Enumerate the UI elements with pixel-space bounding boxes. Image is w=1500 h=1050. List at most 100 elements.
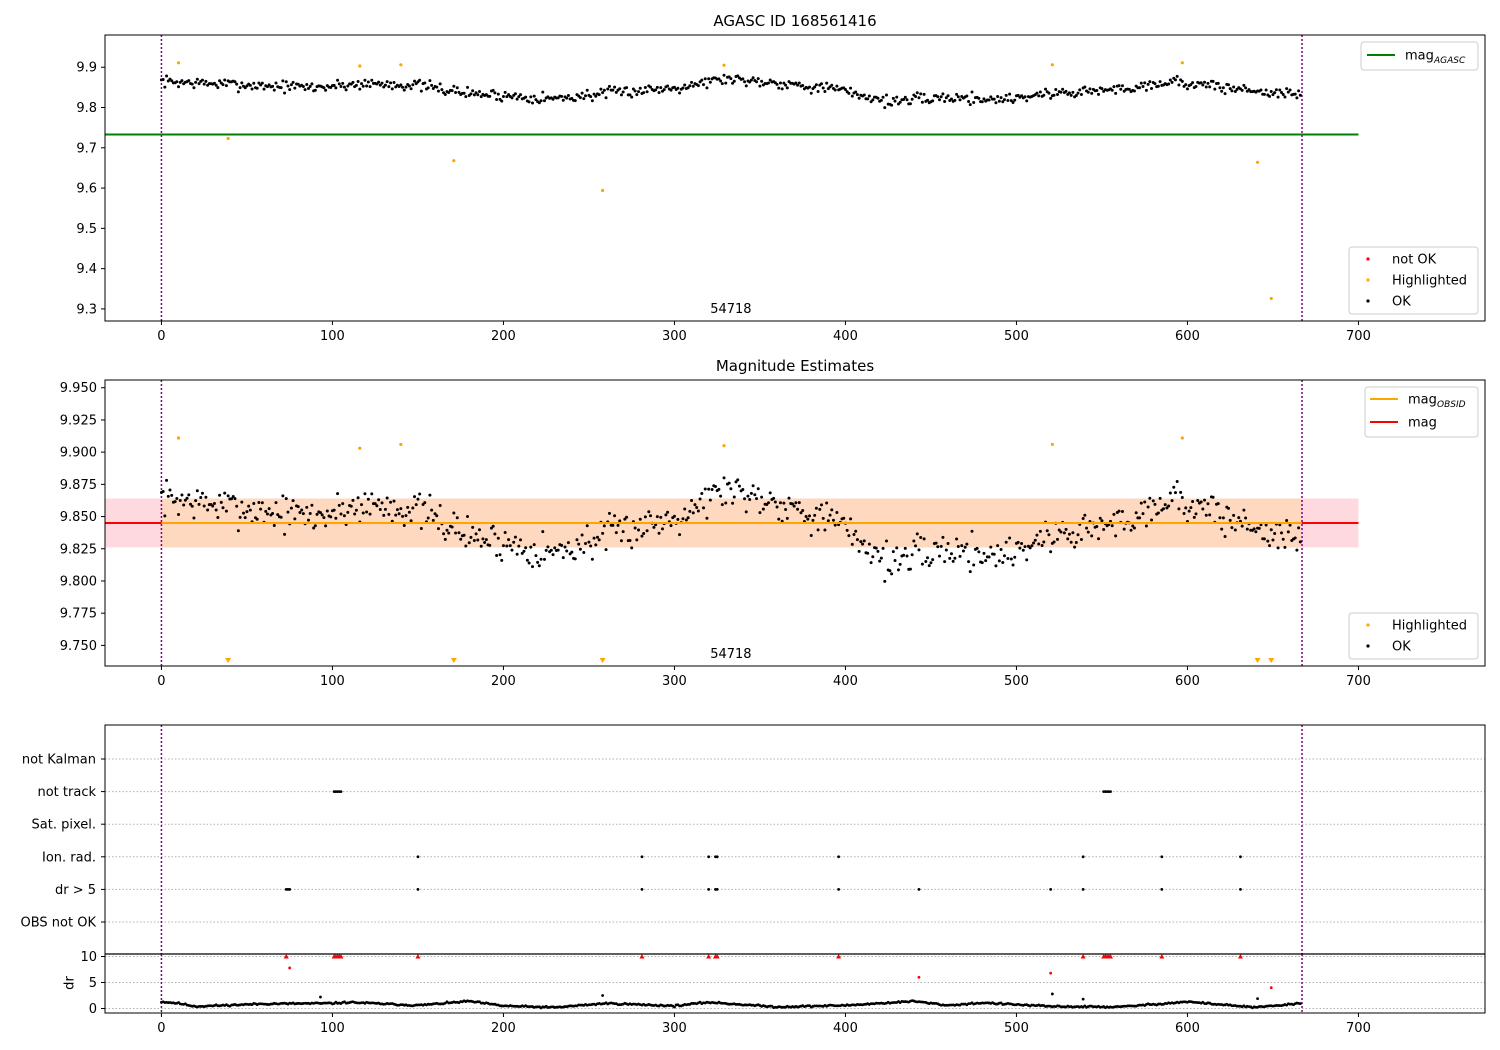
ok-point (920, 100, 924, 104)
ok-point (997, 559, 1001, 563)
ok-point (392, 81, 396, 85)
ok-point (161, 490, 165, 494)
flag-point (1081, 855, 1085, 859)
ok-point (1206, 502, 1210, 506)
ok-point (729, 77, 733, 81)
ok-point (178, 498, 182, 502)
ok-point (430, 508, 434, 512)
ok-point (1274, 88, 1278, 92)
ok-point (1170, 80, 1174, 84)
ok-point (946, 94, 950, 98)
ok-point (1278, 88, 1282, 92)
ok-point (939, 95, 943, 99)
ok-point (337, 503, 341, 507)
flag-point (640, 888, 644, 891)
ok-point (672, 514, 676, 518)
ok-point (1148, 80, 1152, 84)
ok-point (301, 512, 305, 516)
ok-point (582, 550, 586, 554)
ok-point (920, 562, 924, 566)
ok-point (1203, 80, 1207, 84)
ok-point (339, 512, 343, 516)
ok-point (250, 87, 254, 91)
ok-point (409, 87, 413, 91)
legend-label: mag (1405, 49, 1434, 64)
ok-point (708, 80, 712, 84)
ok-point (1172, 485, 1176, 489)
ok-point (223, 491, 227, 495)
ok-point (1233, 528, 1237, 532)
dr-red-point (288, 966, 292, 970)
ok-point (941, 535, 945, 539)
ok-point (613, 514, 617, 518)
ok-point (259, 507, 263, 511)
ok-point (1175, 480, 1179, 484)
ok-point (659, 515, 663, 519)
ok-point (219, 500, 223, 504)
ok-point (324, 88, 328, 92)
ok-point (377, 498, 381, 502)
x-tick-label: 0 (157, 329, 165, 344)
ok-point (849, 517, 853, 521)
ok-point (736, 74, 740, 78)
plot-area (105, 35, 1485, 321)
ok-point (1244, 516, 1248, 520)
ok-point (200, 78, 204, 82)
ok-point (312, 526, 316, 530)
ok-point (893, 558, 897, 562)
ok-point (368, 512, 372, 516)
dr-red-point (917, 975, 921, 979)
ok-point (857, 549, 861, 553)
ok-point (820, 503, 824, 507)
ok-point (189, 502, 193, 506)
ok-point (163, 514, 167, 518)
ok-point (917, 548, 921, 552)
ok-point (192, 516, 196, 520)
ok-point (845, 528, 849, 532)
ok-point (883, 106, 887, 110)
ok-point (308, 512, 312, 516)
ok-point (705, 516, 709, 520)
ok-point (274, 501, 278, 505)
ok-point (719, 79, 723, 83)
ok-point (1242, 83, 1246, 87)
ok-point (688, 84, 692, 88)
ok-point (507, 538, 511, 542)
ok-point (457, 90, 461, 94)
ok-point (1138, 86, 1142, 90)
ok-point (431, 518, 435, 522)
ok-point (994, 564, 998, 568)
ok-point (322, 86, 326, 90)
ok-point (980, 100, 984, 104)
ok-point (587, 540, 591, 544)
ok-point (1199, 81, 1203, 85)
ok-point (426, 516, 430, 520)
ok-point (212, 81, 216, 85)
ok-point (556, 548, 560, 552)
ok-point (180, 493, 184, 497)
ok-point (454, 531, 458, 535)
ok-point (616, 523, 620, 527)
ok-point (676, 517, 680, 521)
ok-point (1095, 88, 1099, 92)
ok-point (814, 83, 818, 87)
ok-point (578, 96, 582, 100)
ok-point (975, 546, 979, 550)
ok-point (1001, 100, 1005, 104)
ok-point (407, 510, 411, 514)
ok-point (768, 491, 772, 495)
ok-point (551, 97, 555, 101)
ok-point (732, 79, 736, 83)
ok-point (1257, 526, 1261, 530)
highlighted-point (226, 136, 230, 141)
ok-point (1055, 537, 1059, 541)
x-tick-label: 200 (491, 674, 516, 689)
ok-point (953, 556, 957, 560)
ok-point (1230, 89, 1234, 93)
ok-point (411, 83, 415, 87)
ok-point (401, 85, 405, 89)
ok-point (1268, 544, 1272, 548)
ok-point (402, 523, 406, 527)
ok-point (731, 501, 735, 505)
